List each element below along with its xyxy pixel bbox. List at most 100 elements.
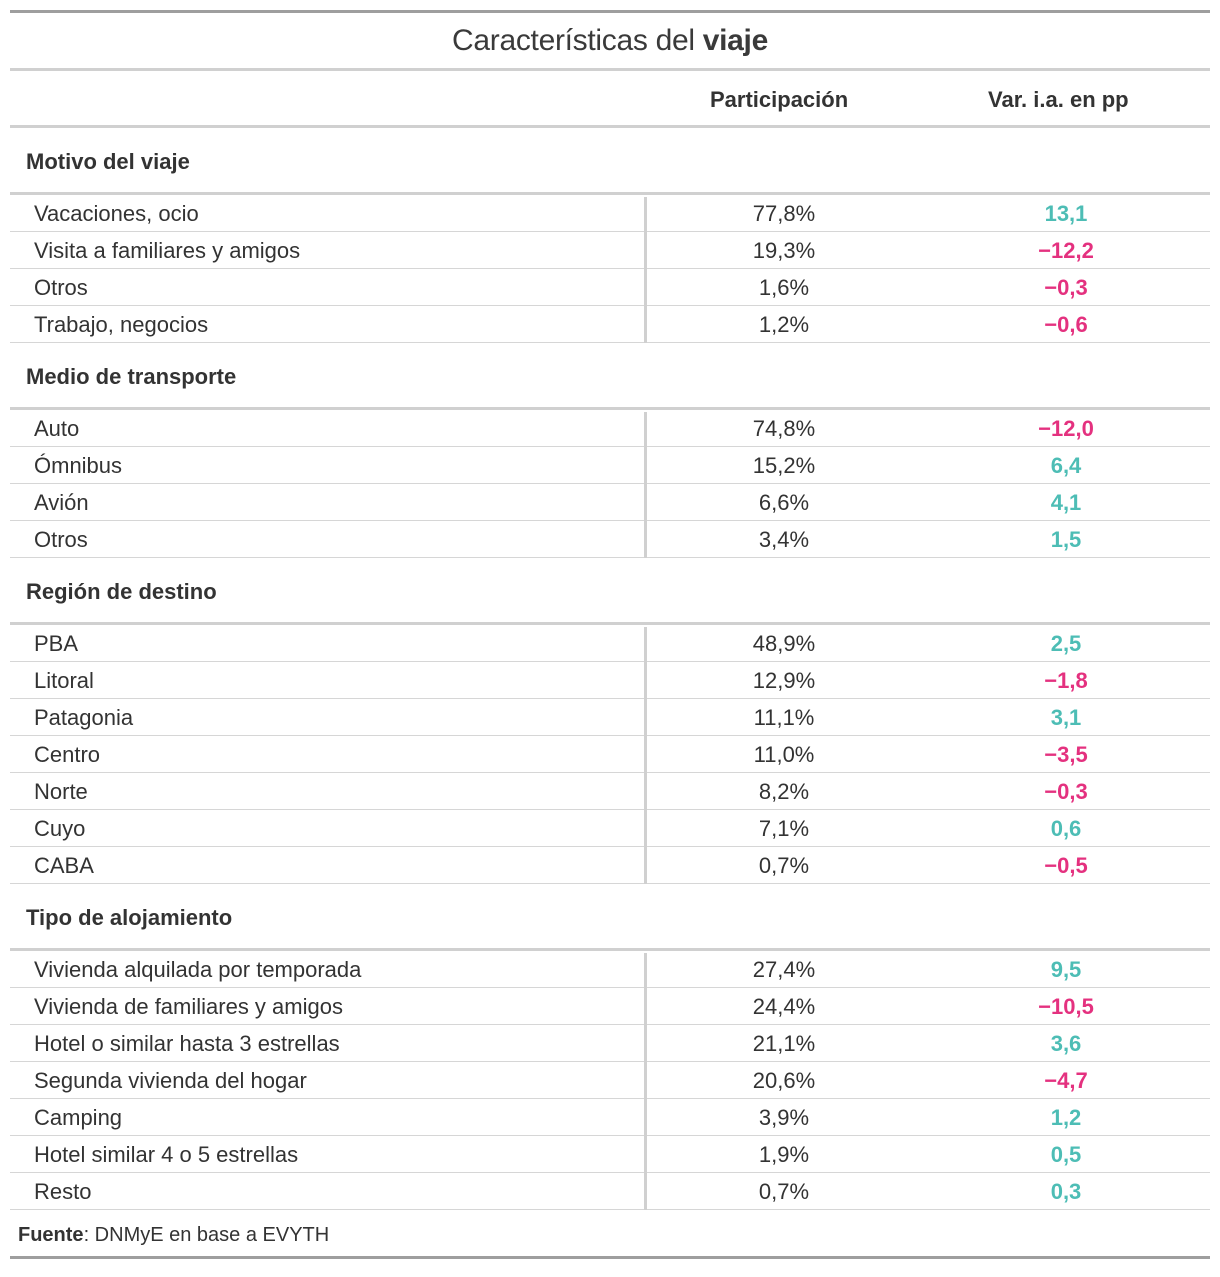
section-rows: PBA 48,9% 2,5 Litoral 12,9% −1,8 Patagonia 11,1… bbox=[10, 625, 1210, 884]
source-note: Fuente: DNMyE en base a EVYTH bbox=[10, 1210, 1210, 1259]
table-row: Hotel o similar hasta 3 estrellas 21,1% 3,… bbox=[10, 1025, 1210, 1062]
variation-value: 4,1 bbox=[1050, 490, 1082, 515]
table-row: Vivienda de familiares y amigos 24,4% −10,… bbox=[10, 988, 1210, 1025]
variation-value: −12,0 bbox=[1038, 416, 1094, 441]
variation-value: 3,6 bbox=[1050, 1031, 1082, 1056]
table-row: PBA 48,9% 2,5 bbox=[10, 625, 1210, 662]
table-row: Otros 3,4% 1,5 bbox=[10, 521, 1210, 558]
variation-value: −3,5 bbox=[1044, 742, 1088, 767]
participation-value: 20,6% bbox=[752, 1068, 816, 1093]
table-row: Centro 11,0% −3,5 bbox=[10, 736, 1210, 773]
table-row: Ómnibus 15,2% 6,4 bbox=[10, 447, 1210, 484]
column-separator bbox=[644, 412, 647, 558]
table-row: Cuyo 7,1% 0,6 bbox=[10, 810, 1210, 847]
variation-value: −4,7 bbox=[1044, 1068, 1088, 1093]
section-header: Medio de transporte bbox=[10, 343, 1210, 410]
participation-value: 8,2% bbox=[758, 779, 810, 804]
participation-value: 1,9% bbox=[758, 1142, 810, 1167]
participation-value: 7,1% bbox=[758, 816, 810, 841]
variation-value: −1,8 bbox=[1044, 668, 1088, 693]
table-row: Hotel similar 4 o 5 estrellas 1,9% 0,5 bbox=[10, 1136, 1210, 1173]
variation-value: 0,5 bbox=[1050, 1142, 1082, 1167]
row-label: Resto bbox=[34, 1179, 92, 1204]
row-label: Visita a familiares y amigos bbox=[34, 238, 301, 263]
row-label: Hotel o similar hasta 3 estrellas bbox=[34, 1031, 340, 1056]
participation-value: 1,6% bbox=[758, 275, 810, 300]
table-row: Avión 6,6% 4,1 bbox=[10, 484, 1210, 521]
row-label: Avión bbox=[34, 490, 89, 515]
table-row: Trabajo, negocios 1,2% −0,6 bbox=[10, 306, 1210, 343]
column-separator bbox=[644, 627, 647, 884]
participation-value: 24,4% bbox=[752, 994, 816, 1019]
table-row: Visita a familiares y amigos 19,3% −12,2 bbox=[10, 232, 1210, 269]
participation-value: 12,9% bbox=[752, 668, 816, 693]
variation-value: −12,2 bbox=[1038, 238, 1094, 263]
table-title-bold: viaje bbox=[702, 23, 769, 57]
row-label: Camping bbox=[34, 1105, 123, 1130]
section-rows: Vacaciones, ocio 77,8% 13,1 Visita a famili… bbox=[10, 195, 1210, 343]
variation-value: 9,5 bbox=[1050, 957, 1082, 982]
participation-value: 19,3% bbox=[752, 238, 816, 263]
table-row: Resto 0,7% 0,3 bbox=[10, 1173, 1210, 1210]
section-title: Región de destino bbox=[26, 579, 217, 604]
participation-value: 77,8% bbox=[752, 201, 816, 226]
participation-value: 0,7% bbox=[758, 1179, 810, 1204]
variation-value: 0,3 bbox=[1050, 1179, 1082, 1204]
section-title: Medio de transporte bbox=[26, 364, 237, 389]
row-label: Trabajo, negocios bbox=[34, 312, 209, 337]
participation-value: 48,9% bbox=[752, 631, 816, 656]
row-label: Centro bbox=[34, 742, 101, 767]
row-label: Vivienda de familiares y amigos bbox=[34, 994, 343, 1019]
row-label: Vacaciones, ocio bbox=[34, 201, 199, 226]
table-row: Vivienda alquilada por temporada 27,4% 9,5 bbox=[10, 951, 1210, 988]
variation-value: 1,5 bbox=[1050, 527, 1082, 552]
table-row: Litoral 12,9% −1,8 bbox=[10, 662, 1210, 699]
table-row: Patagonia 11,1% 3,1 bbox=[10, 699, 1210, 736]
participation-value: 74,8% bbox=[752, 416, 816, 441]
participation-value: 15,2% bbox=[752, 453, 816, 478]
participation-value: 3,9% bbox=[758, 1105, 810, 1130]
column-separator bbox=[644, 953, 647, 1210]
variation-value: 3,1 bbox=[1050, 705, 1082, 730]
participation-value: 21,1% bbox=[752, 1031, 816, 1056]
section-title: Tipo de alojamiento bbox=[26, 905, 233, 930]
participation-value: 27,4% bbox=[752, 957, 816, 982]
section-rows: Vivienda alquilada por temporada 27,4% 9,5… bbox=[10, 951, 1210, 1210]
section-header: Región de destino bbox=[10, 558, 1210, 625]
row-label: Segunda vivienda del hogar bbox=[34, 1068, 307, 1093]
table-row: CABA 0,7% −0,5 bbox=[10, 847, 1210, 884]
variation-value: −0,3 bbox=[1044, 779, 1088, 804]
row-label: Ómnibus bbox=[34, 453, 123, 478]
variation-value: 13,1 bbox=[1044, 201, 1088, 226]
variation-value: −0,5 bbox=[1044, 853, 1088, 878]
row-label: Hotel similar 4 o 5 estrellas bbox=[34, 1142, 299, 1167]
row-label: Patagonia bbox=[34, 705, 134, 730]
column-headers: Participación Var. i.a. en pp bbox=[10, 71, 1210, 128]
variation-value: 2,5 bbox=[1050, 631, 1082, 656]
table-row: Vacaciones, ocio 77,8% 13,1 bbox=[10, 195, 1210, 232]
variation-value: −0,3 bbox=[1044, 275, 1088, 300]
column-separator bbox=[644, 197, 647, 343]
table-row: Otros 1,6% −0,3 bbox=[10, 269, 1210, 306]
row-label: Otros bbox=[34, 527, 88, 552]
participation-value: 3,4% bbox=[758, 527, 810, 552]
table-row: Segunda vivienda del hogar 20,6% −4,7 bbox=[10, 1062, 1210, 1099]
row-label: Litoral bbox=[34, 668, 94, 693]
row-label: Cuyo bbox=[34, 816, 86, 841]
section-title: Motivo del viaje bbox=[26, 149, 190, 174]
row-label: Auto bbox=[34, 416, 80, 441]
row-label: PBA bbox=[34, 631, 79, 656]
variation-value: 6,4 bbox=[1050, 453, 1082, 478]
row-label: CABA bbox=[34, 853, 94, 878]
participation-value: 11,0% bbox=[753, 742, 815, 767]
participation-value: 0,7% bbox=[758, 853, 810, 878]
table-title: Características del viaje bbox=[10, 13, 1210, 71]
column-header-participation: Participación bbox=[710, 87, 849, 112]
row-label: Otros bbox=[34, 275, 88, 300]
column-header-variation: Var. i.a. en pp bbox=[988, 87, 1129, 112]
section-header: Tipo de alojamiento bbox=[10, 884, 1210, 951]
source-label: Fuente bbox=[18, 1224, 84, 1246]
variation-value: −0,6 bbox=[1044, 312, 1088, 337]
row-label: Vivienda alquilada por temporada bbox=[34, 957, 362, 982]
participation-value: 6,6% bbox=[758, 490, 810, 515]
